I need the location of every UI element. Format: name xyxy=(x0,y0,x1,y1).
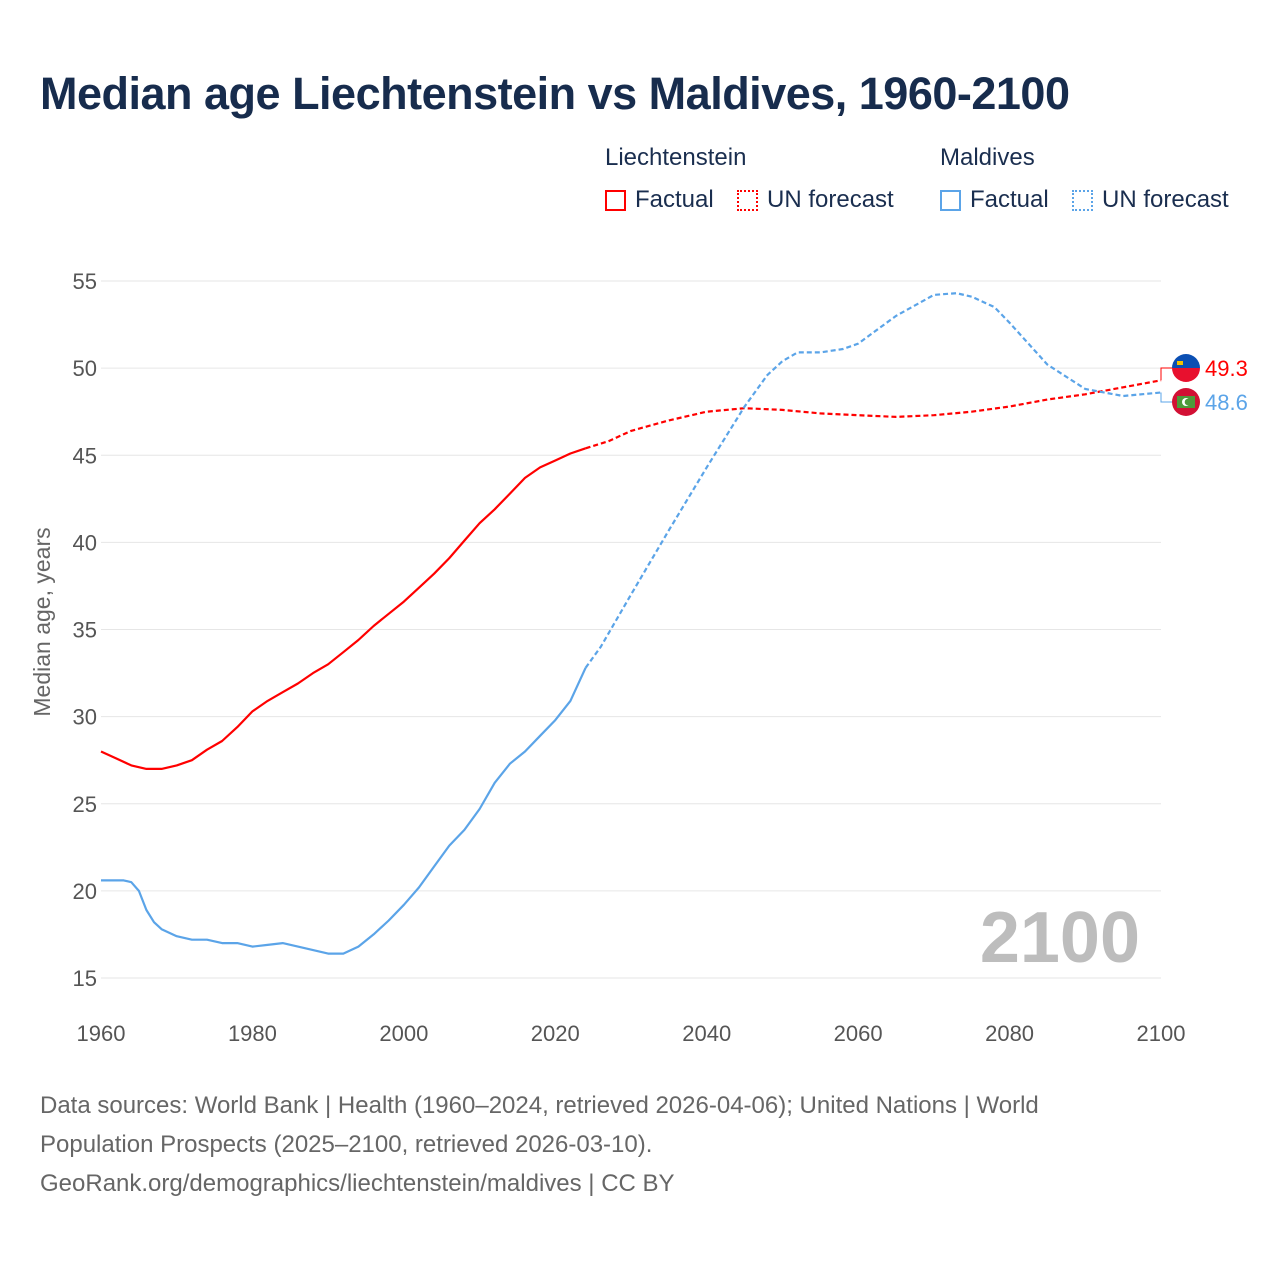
legend-label: Factual xyxy=(635,186,714,213)
x-tick-label: 2020 xyxy=(531,1021,580,1046)
year-watermark: 2100 xyxy=(980,898,1140,978)
liechtenstein-end-value-label: 49.3 xyxy=(1205,356,1248,381)
source-line-3: GeoRank.org/demographics/liechtenstein/m… xyxy=(40,1170,675,1197)
y-tick-label: 55 xyxy=(73,269,97,294)
dotted-swatch-icon xyxy=(737,189,758,211)
liechtenstein-label-connector xyxy=(1160,367,1172,381)
liechtenstein-flag-icon xyxy=(1172,354,1200,382)
source-line-2: Population Prospects (2025–2100, retriev… xyxy=(40,1131,653,1158)
y-tick-label: 40 xyxy=(73,530,97,555)
y-tick-label: 45 xyxy=(73,443,97,468)
y-tick-label: 35 xyxy=(73,618,97,643)
maldives-forecast-line xyxy=(584,292,1162,669)
legend-label: UN forecast xyxy=(1102,186,1229,213)
liechtenstein-factual-line xyxy=(100,447,586,771)
flag-blue-stripe xyxy=(1172,354,1200,368)
x-tick-label: 1980 xyxy=(228,1021,277,1046)
y-tick-label: 15 xyxy=(73,966,97,991)
x-tick-label: 1960 xyxy=(77,1021,126,1046)
legend-item-liechtenstein-forecast[interactable]: UN forecast xyxy=(737,186,894,214)
y-axis-label: Median age, years xyxy=(29,527,55,716)
maldives-end-value-label: 48.6 xyxy=(1205,390,1248,415)
dotted-swatch-icon xyxy=(1072,189,1093,211)
legend-item-maldives-forecast[interactable]: UN forecast xyxy=(1072,186,1229,214)
legend-item-liechtenstein-factual[interactable]: Factual xyxy=(605,186,714,214)
flag-red-stripe xyxy=(1172,368,1200,382)
y-tick-label: 50 xyxy=(73,356,97,381)
maldives-factual-line xyxy=(101,667,587,955)
legend-item-maldives-factual[interactable]: Factual xyxy=(940,186,1049,214)
y-tick-label: 20 xyxy=(73,879,97,904)
source-line-1: Data sources: World Bank | Health (1960–… xyxy=(40,1092,1039,1119)
maldives-flag-icon xyxy=(1172,388,1200,416)
y-tick-label: 25 xyxy=(73,792,97,817)
legend-group-title: Maldives xyxy=(940,144,1035,171)
legend-group-title: Liechtenstein xyxy=(605,144,747,171)
flag-crescent-cut xyxy=(1184,398,1192,406)
x-tick-label: 2080 xyxy=(985,1021,1034,1046)
y-tick-label: 30 xyxy=(73,705,97,730)
flag-crown xyxy=(1177,361,1183,365)
x-tick-label: 2100 xyxy=(1137,1021,1186,1046)
chart-title: Median age Liechtenstein vs Maldives, 19… xyxy=(40,68,1070,119)
x-tick-label: 2000 xyxy=(379,1021,428,1046)
footer: Data sources: World Bank | Health (1960–… xyxy=(40,1086,1220,1203)
solid-swatch-icon xyxy=(940,189,961,211)
maldives-label-connector xyxy=(1160,392,1172,403)
legend-label: UN forecast xyxy=(767,186,894,213)
x-tick-label: 2060 xyxy=(834,1021,883,1046)
liechtenstein-forecast-line xyxy=(585,379,1162,450)
x-tick-label: 2040 xyxy=(682,1021,731,1046)
legend-label: Factual xyxy=(970,186,1049,213)
solid-swatch-icon xyxy=(605,189,626,211)
